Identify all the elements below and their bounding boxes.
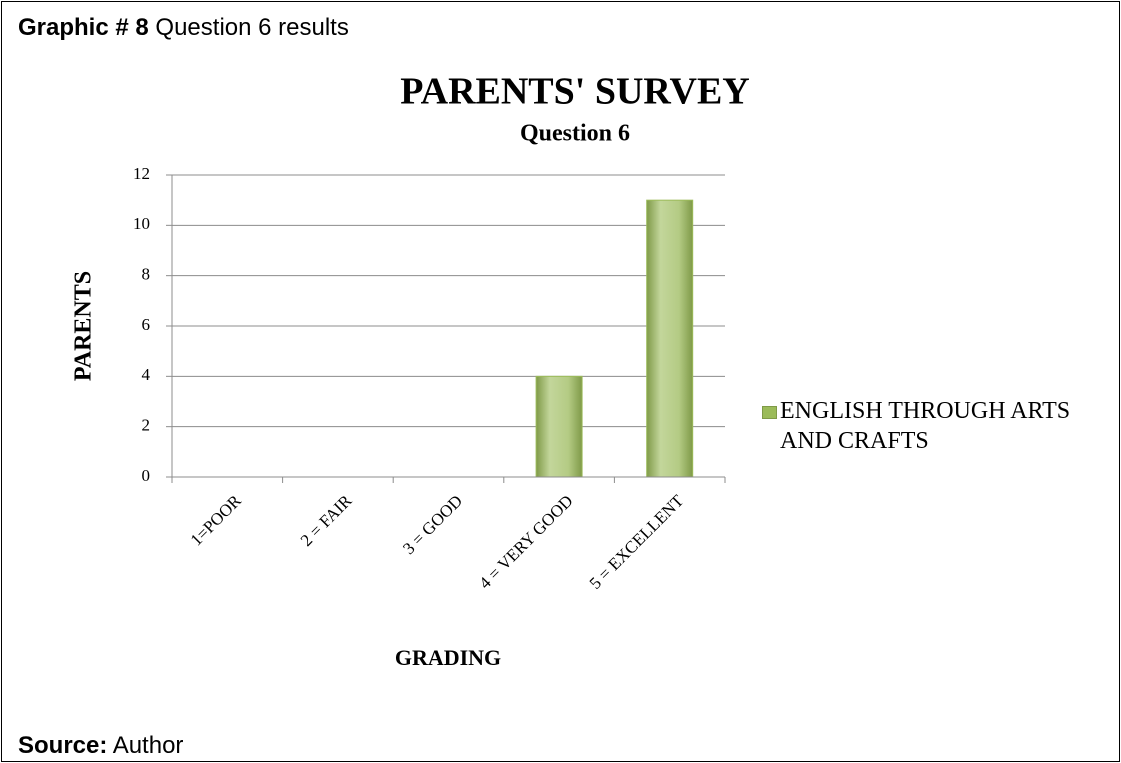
y-axis-label: PARENTS — [71, 271, 97, 381]
source-label: Source: — [18, 732, 108, 759]
caption-label: Graphic # 8 — [18, 14, 149, 41]
source-text: Author — [112, 732, 184, 759]
x-tick-label: 5 = EXCELLENT — [586, 491, 688, 593]
y-tick-label: 8 — [142, 265, 151, 284]
x-tick-label: 1=POOR — [187, 491, 246, 550]
source: Source: Author — [18, 732, 183, 760]
y-tick-label: 10 — [133, 214, 150, 233]
x-tick-label: 4 = VERY GOOD — [475, 491, 576, 592]
y-tick-label: 0 — [142, 466, 151, 485]
legend-swatch — [762, 406, 777, 419]
x-tick-label: 3 = GOOD — [399, 491, 466, 558]
chart-title: PARENTS' SURVEY — [400, 71, 750, 113]
x-axis-label: GRADING — [395, 645, 501, 670]
bar — [646, 199, 694, 478]
chart-subtitle: Question 6 — [520, 121, 630, 147]
caption: Graphic # 8 Question 6 results — [18, 14, 349, 42]
legend: ENGLISH THROUGH ARTS AND CRAFTS — [762, 396, 1102, 456]
legend-label: ENGLISH THROUGH ARTS AND CRAFTS — [780, 398, 1071, 454]
y-tick-label: 2 — [142, 416, 151, 435]
y-tick-label: 4 — [142, 365, 151, 384]
caption-text: Question 6 results — [155, 14, 349, 41]
y-tick-label: 6 — [142, 315, 151, 334]
x-tick-label: 2 = FAIR — [297, 491, 356, 550]
y-tick-label: 12 — [133, 164, 150, 183]
bar — [535, 375, 583, 478]
